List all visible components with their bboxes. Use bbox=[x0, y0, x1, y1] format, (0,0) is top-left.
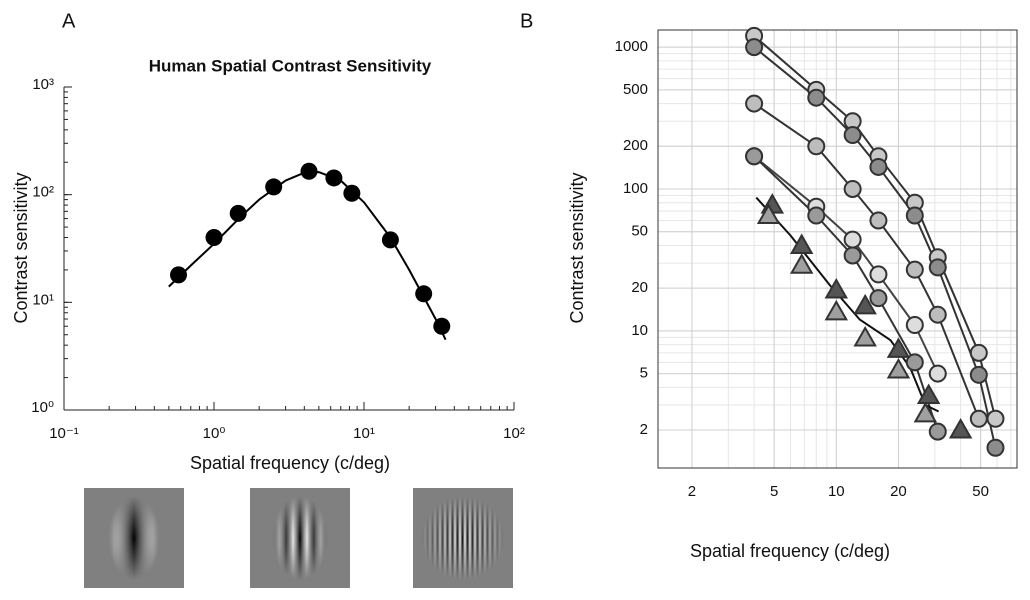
data-point bbox=[807, 137, 826, 156]
y-tick-label: 10² bbox=[32, 184, 54, 201]
series-line bbox=[753, 155, 939, 432]
y-tick-label: 10³ bbox=[32, 76, 54, 93]
series-line bbox=[168, 171, 447, 341]
data-point bbox=[300, 162, 318, 180]
data-point bbox=[843, 230, 862, 249]
plot-frame bbox=[657, 29, 1018, 469]
gabor-images bbox=[84, 488, 513, 588]
data-point bbox=[415, 285, 433, 303]
chart-title: Human Spatial Contrast Sensitivity bbox=[149, 56, 432, 75]
data-point bbox=[824, 278, 849, 299]
data-point bbox=[789, 233, 814, 254]
panel: 10⁻¹ 10⁰ 10¹ 10² 10⁰ 10¹ 10² 10³ A Human Spatial … bbox=[11, 10, 525, 472]
x-tick-label: 50 bbox=[972, 483, 989, 500]
y-tick-label: 10⁰ bbox=[31, 399, 54, 416]
data-point bbox=[853, 293, 877, 315]
data-point bbox=[969, 409, 988, 428]
data-point bbox=[745, 94, 764, 113]
y-tick-label: 20 bbox=[631, 279, 648, 296]
data-point bbox=[928, 364, 947, 383]
gabor-high bbox=[413, 488, 513, 588]
y-tick-label: 10¹ bbox=[32, 291, 54, 308]
data-point bbox=[807, 88, 826, 107]
data-point bbox=[745, 147, 764, 166]
data-point bbox=[381, 231, 399, 249]
data-point bbox=[986, 438, 1005, 457]
data-point bbox=[843, 246, 862, 265]
y-tick-label: 10 bbox=[631, 322, 648, 339]
x-tick-label: 2 bbox=[688, 483, 696, 500]
y-tick-label: 500 bbox=[623, 81, 648, 98]
x-tick-label: 10⁰ bbox=[203, 425, 226, 442]
x-tick-label: 10¹ bbox=[353, 425, 375, 442]
data-point bbox=[853, 326, 877, 347]
y-axis-title: Contrast sensitivity bbox=[567, 172, 587, 323]
data-point bbox=[824, 299, 849, 321]
data-point bbox=[843, 179, 862, 198]
y-tick-label: 2 bbox=[640, 421, 648, 438]
x-tick-label: 10 bbox=[828, 483, 845, 500]
data-point bbox=[745, 38, 764, 57]
panel-label: B bbox=[520, 10, 533, 32]
data-point bbox=[928, 422, 947, 441]
y-tick-label: 200 bbox=[623, 137, 648, 154]
data-point bbox=[928, 305, 947, 324]
gabor-mid bbox=[250, 488, 350, 588]
data-point bbox=[969, 365, 988, 384]
y-tick-label: 50 bbox=[631, 223, 648, 240]
data-point bbox=[325, 169, 343, 187]
data-point bbox=[205, 229, 223, 247]
data-point bbox=[869, 289, 888, 308]
data-point bbox=[886, 337, 911, 358]
x-tick-label: 20 bbox=[890, 483, 907, 500]
data-point bbox=[170, 266, 188, 284]
x-tick-label: 10⁻¹ bbox=[49, 425, 79, 442]
data-point bbox=[886, 357, 911, 379]
data-point bbox=[869, 157, 888, 176]
data-point bbox=[916, 383, 941, 405]
data-point bbox=[905, 353, 924, 372]
data-point bbox=[986, 409, 1005, 428]
x-tick-label: 10² bbox=[503, 425, 525, 442]
data-point bbox=[807, 206, 826, 225]
data-point bbox=[343, 184, 361, 202]
data-point bbox=[433, 317, 451, 335]
x-axis-title: Spatial frequency (c/deg) bbox=[690, 541, 890, 561]
data-point bbox=[905, 315, 924, 334]
data-point bbox=[905, 260, 924, 279]
data-point bbox=[928, 258, 947, 277]
gabor-low bbox=[84, 488, 184, 588]
panel-label: A bbox=[62, 10, 76, 32]
data-point bbox=[265, 178, 283, 196]
y-tick-label: 100 bbox=[623, 180, 648, 197]
data-point bbox=[756, 203, 781, 225]
data-point bbox=[869, 265, 888, 284]
data-point bbox=[905, 206, 924, 225]
x-axis-title: Spatial frequency (c/deg) bbox=[190, 453, 390, 473]
y-tick-label: 1000 bbox=[615, 38, 648, 55]
data-point bbox=[969, 343, 988, 362]
series-line bbox=[755, 196, 940, 413]
data-point bbox=[789, 253, 814, 274]
data-point bbox=[913, 401, 938, 423]
data-point bbox=[843, 126, 862, 145]
y-axis-title: Contrast sensitivity bbox=[11, 172, 31, 323]
data-point bbox=[948, 418, 973, 439]
y-tick-label: 5 bbox=[640, 365, 648, 382]
data-point bbox=[229, 204, 247, 222]
data-point bbox=[869, 211, 888, 230]
x-tick-label: 5 bbox=[770, 483, 778, 500]
panel: 2 5 10 20 50 2 5 10 20 50 100 200 500 1000 B Spatial fr… bbox=[520, 10, 1018, 561]
